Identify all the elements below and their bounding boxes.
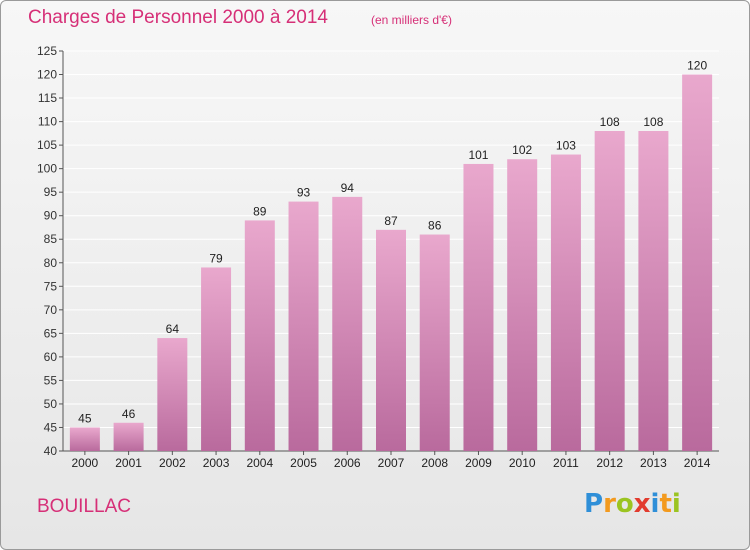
x-tick-label-2014: 2014 [684, 456, 711, 470]
bar-2013 [638, 131, 669, 451]
y-tick-label: 80 [44, 256, 58, 270]
data-label-2001: 46 [122, 407, 136, 421]
logo-letter: P [584, 489, 604, 519]
y-tick-label: 125 [37, 44, 57, 58]
y-tick-label: 115 [38, 91, 57, 105]
x-tick-label-2002: 2002 [159, 456, 186, 470]
y-tick-label: 85 [44, 232, 58, 246]
x-tick-label-2009: 2009 [465, 456, 492, 470]
x-tick-label-2010: 2010 [509, 456, 536, 470]
x-tick-label-2007: 2007 [378, 456, 405, 470]
y-tick-label: 120 [37, 68, 57, 82]
data-label-2000: 45 [78, 411, 92, 425]
y-tick-label: 40 [44, 444, 58, 458]
x-tick-label-2005: 2005 [290, 456, 317, 470]
chart-title: Charges de Personnel 2000 à 2014 [28, 7, 329, 28]
data-label-2006: 94 [341, 181, 355, 195]
data-label-2014: 120 [687, 59, 707, 73]
y-tick-label: 95 [44, 185, 58, 199]
bar-2006 [332, 196, 363, 451]
x-tick-label-2003: 2003 [203, 456, 230, 470]
y-tick-label: 45 [44, 420, 58, 434]
logo-letter: i [650, 489, 660, 519]
data-label-2005: 93 [297, 186, 311, 200]
y-tick-label: 50 [44, 397, 58, 411]
bar-2004 [244, 220, 275, 451]
data-label-2009: 101 [468, 148, 488, 162]
y-tick-label: 65 [44, 326, 58, 340]
data-label-2012: 108 [600, 115, 620, 129]
bar-2001 [113, 422, 144, 451]
logo-letter: i [671, 489, 681, 519]
chart-subtitle: (en milliers d'€) [371, 13, 452, 27]
place-name: BOUILLAC [37, 496, 131, 517]
data-label-2011: 103 [556, 139, 576, 153]
x-tick-label-2000: 2000 [72, 456, 99, 470]
y-tick-label: 110 [38, 115, 57, 129]
x-tick-label-2012: 2012 [596, 456, 623, 470]
bar-2009 [463, 163, 494, 452]
logo-letter: t [659, 489, 672, 519]
bars [69, 74, 713, 452]
y-tick-label: 100 [37, 162, 57, 176]
y-tick-label: 105 [37, 138, 57, 152]
x-tick-label-2008: 2008 [421, 456, 448, 470]
y-tick-label: 75 [44, 279, 58, 293]
bar-2014 [682, 74, 713, 451]
data-labels: 45 46 64 79 89 93 94 87 86 101 102 103 108 108 120 [78, 59, 707, 426]
data-label-2003: 79 [209, 251, 223, 265]
y-tick-label: 60 [44, 350, 58, 364]
bar-2010 [507, 159, 538, 451]
data-label-2002: 64 [166, 322, 180, 336]
data-label-2008: 86 [428, 219, 442, 233]
x-tick-label-2004: 2004 [246, 456, 273, 470]
bar-2003 [201, 267, 232, 451]
x-tick-label-2001: 2001 [115, 456, 142, 470]
proxiti-logo[interactable]: Proxiti [584, 489, 681, 519]
logo-letter: x [633, 489, 651, 519]
logo-letter: o [615, 489, 634, 519]
bar-2002 [157, 338, 188, 451]
y-tick-label: 90 [44, 209, 58, 223]
x-tick-labels: 2000 2001 2002 2003 2004 2005 2006 2007 2008 2009… [72, 456, 711, 470]
y-tick-label: 70 [44, 303, 58, 317]
bar-2007 [376, 229, 406, 451]
bar-2012 [594, 131, 625, 451]
logo-letter: r [603, 489, 616, 519]
y-tick-labels: 40 45 50 55 60 65 70 75 80 85 90 95 100 105 110 115 120 1… [37, 44, 57, 458]
y-tick-label: 55 [44, 373, 58, 387]
bar-2005 [288, 201, 319, 451]
data-label-2010: 102 [512, 143, 532, 157]
x-tick-label-2011: 2011 [553, 456, 579, 470]
data-label-2004: 89 [253, 204, 267, 218]
bar-2011 [550, 154, 581, 451]
bar-2008 [419, 234, 450, 451]
x-tick-label-2013: 2013 [640, 456, 667, 470]
bar-2000 [69, 427, 100, 451]
data-label-2013: 108 [643, 115, 663, 129]
x-tick-label-2006: 2006 [334, 456, 361, 470]
data-label-2007: 87 [384, 214, 398, 228]
